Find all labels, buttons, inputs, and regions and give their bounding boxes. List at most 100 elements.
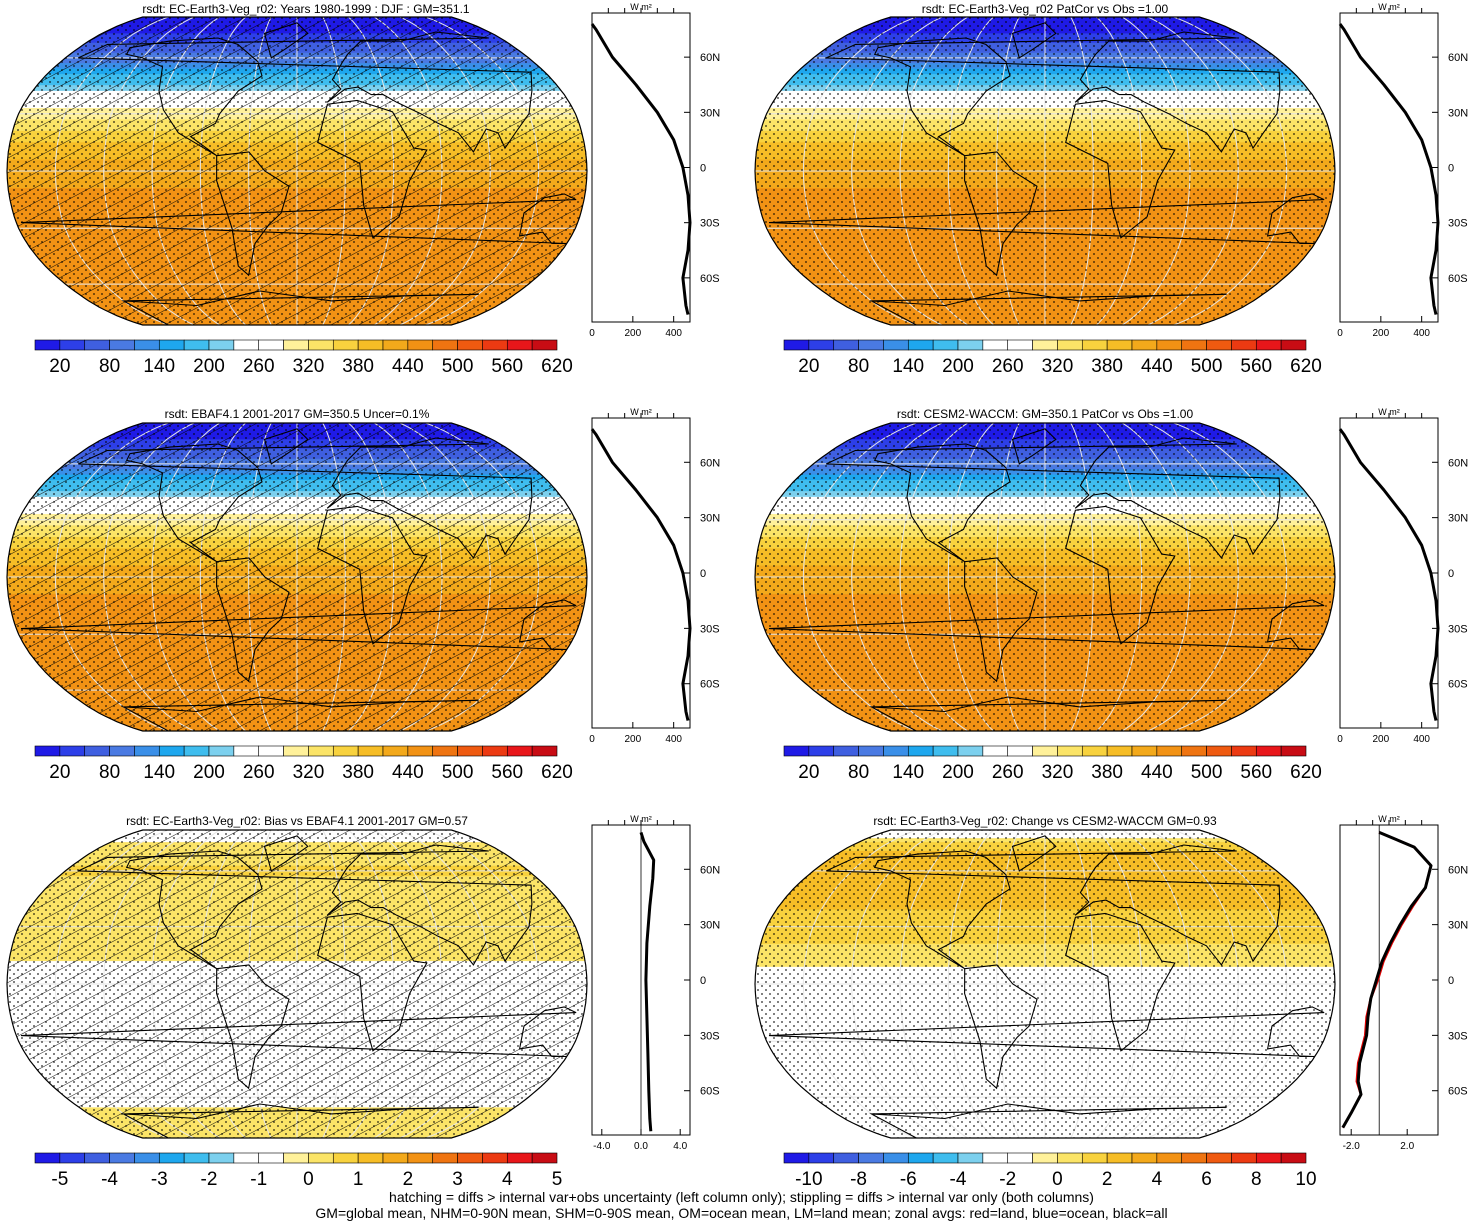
colorbar-swatch: [1231, 339, 1257, 351]
colorbar-tick-label: 140: [143, 356, 175, 377]
map-border: [754, 16, 1336, 326]
colorbar-tick-label: 260: [243, 356, 275, 377]
panel-5: rsdt: EC-Earth3-Veg_r02: Bias vs EBAF4.1…: [6, 814, 720, 1190]
colorbar-swatch: [258, 339, 284, 351]
lat-tick-label: 30N: [1448, 920, 1468, 932]
colorbar-swatch: [34, 745, 61, 757]
lat-tick-label: 30S: [1448, 1030, 1468, 1042]
colorbar-swatch: [432, 745, 458, 757]
colorbar-swatch: [357, 339, 384, 351]
colorbar-swatch: [858, 745, 884, 757]
colorbar-tick-label: 80: [99, 356, 120, 377]
colorbar-swatch: [134, 745, 160, 757]
colorbar-swatch: [432, 339, 458, 351]
lat-tick-label: 30S: [700, 1030, 720, 1042]
colorbar-swatch: [883, 339, 909, 351]
colorbar-swatch: [1255, 1152, 1282, 1164]
panel-title: rsdt: EC-Earth3-Veg_r02: Change vs CESM2…: [873, 814, 1217, 828]
colorbar-swatch: [357, 1152, 384, 1164]
stippling: [755, 423, 1335, 731]
colorbar-tick-label: 2: [1102, 1169, 1113, 1190]
colorbar-swatch: [1057, 745, 1083, 757]
lat-tick-label: 30N: [700, 920, 720, 932]
x-tick-label: 0: [1337, 328, 1343, 339]
colorbar-tick-label: 380: [1091, 356, 1123, 377]
zonal-average: W m² 60N 30N 0 30S 60S 0 200 400: [1337, 407, 1468, 745]
colorbar-swatch: [883, 1152, 909, 1164]
colorbar-swatch: [858, 339, 884, 351]
colorbar-swatch: [1057, 339, 1083, 351]
colorbar-tick-label: 8: [1251, 1169, 1262, 1190]
colorbar-swatch: [59, 1152, 86, 1164]
colorbar-tick-label: 200: [193, 356, 225, 377]
colorbar-swatch: [1181, 745, 1207, 757]
map-border: [754, 422, 1336, 732]
colorbar-swatch: [1280, 339, 1307, 351]
colorbar-swatch: [158, 745, 185, 757]
colorbar-tick-label: 440: [1141, 356, 1173, 377]
zonal-unit: W m²: [630, 814, 652, 824]
lat-tick-label: 60S: [700, 679, 720, 691]
x-tick-label: 4.0: [673, 1141, 687, 1152]
colorbar-swatch: [258, 745, 284, 757]
colorbar-tick-label: 380: [342, 762, 374, 783]
colorbar-swatch: [808, 1152, 835, 1164]
colorbar-swatch: [34, 1152, 61, 1164]
colorbar-swatch: [506, 339, 533, 351]
colorbar-swatch: [1007, 339, 1033, 351]
colorbar-swatch: [109, 745, 135, 757]
colorbar-swatch: [1255, 339, 1282, 351]
zonal-series-all: [639, 831, 656, 1132]
colorbar-tick-label: 320: [1042, 762, 1074, 783]
lat-tick-label: 30N: [1448, 107, 1468, 119]
colorbar-swatch: [1131, 1152, 1158, 1164]
colorbar-swatch: [208, 339, 235, 351]
colorbar-swatch: [932, 745, 959, 757]
colorbar-tick-label: 380: [342, 356, 374, 377]
colorbar-swatch: [382, 1152, 409, 1164]
zonal-frame: [1339, 824, 1439, 1136]
colorbar-swatch: [109, 1152, 135, 1164]
lat-tick-label: 30N: [700, 107, 720, 119]
colorbar-tick-label: -1: [250, 1169, 267, 1190]
colorbar-swatch: [957, 339, 984, 351]
lat-tick-label: 30S: [700, 218, 720, 230]
colorbar-swatch: [1007, 745, 1033, 757]
colorbar-swatch: [1081, 339, 1108, 351]
colorbar-swatch: [932, 1152, 959, 1164]
x-tick-label: 0: [589, 734, 595, 745]
colorbar-tick-label: -2: [201, 1169, 218, 1190]
colorbar: 20 80 140 200 260 320 380 440 500 560 620: [34, 745, 573, 783]
map-border: [6, 16, 588, 326]
colorbar-tick-label: 500: [1191, 762, 1223, 783]
lat-tick-label: 0: [700, 163, 706, 175]
colorbar-tick-label: 200: [193, 762, 225, 783]
colorbar-tick-label: 200: [942, 356, 974, 377]
colorbar-swatch: [957, 1152, 984, 1164]
zonal-average: W m² 60N 30N 0 30S 60S 0 200 400: [1337, 2, 1468, 339]
colorbar-tick-label: 4: [502, 1169, 513, 1190]
colorbar-swatch: [1181, 339, 1207, 351]
lat-tick-label: 0: [700, 975, 706, 987]
lat-tick-label: 60S: [1448, 1086, 1468, 1098]
panel-title: rsdt: EBAF4.1 2001-2017 GM=350.5 Uncer=0…: [165, 407, 430, 421]
colorbar-tick-label: 560: [1240, 762, 1272, 783]
colorbar-tick-label: 620: [541, 356, 573, 377]
colorbar-swatch: [283, 1152, 309, 1164]
colorbar-swatch: [783, 1152, 810, 1164]
colorbar-swatch: [134, 339, 160, 351]
colorbar-swatch: [833, 1152, 859, 1164]
colorbar-swatch: [1181, 1152, 1207, 1164]
colorbar-tick-label: 0: [303, 1169, 314, 1190]
colorbar-swatch: [382, 745, 409, 757]
x-tick-label: 0: [589, 328, 595, 339]
colorbar-tick-label: 500: [442, 762, 474, 783]
lat-tick-label: 0: [1448, 568, 1454, 580]
zonal-unit: W m²: [630, 2, 652, 12]
colorbar-swatch: [531, 745, 558, 757]
colorbar-tick-label: 440: [392, 762, 424, 783]
zonal-unit: W m²: [1378, 407, 1400, 417]
colorbar-tick-label: -2: [999, 1169, 1016, 1190]
colorbar-swatch: [1206, 745, 1232, 757]
colorbar-swatch: [34, 339, 61, 351]
